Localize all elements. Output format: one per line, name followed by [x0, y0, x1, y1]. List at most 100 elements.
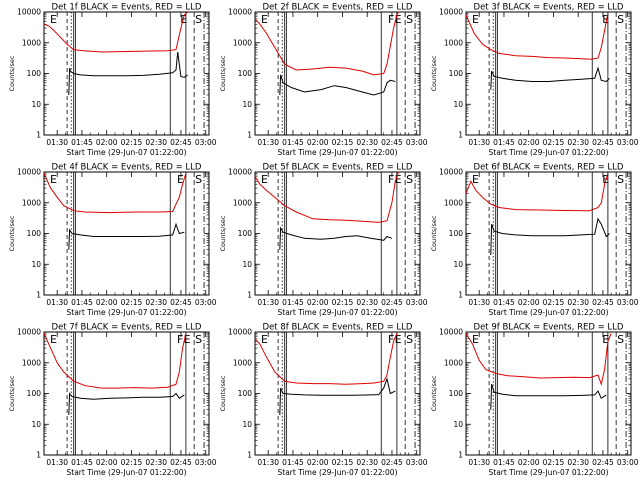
y-tick-label: 1 — [458, 291, 463, 300]
y-axis-label: Counts/sec — [8, 55, 16, 91]
y-tick-label: 1 — [36, 451, 41, 460]
series-events — [490, 217, 610, 256]
panel-title: Det 4f BLACK = Events, RED = LLD — [52, 163, 202, 173]
marker-label-3: S — [617, 333, 624, 346]
y-tick-label: 10000 — [17, 8, 41, 17]
series-events — [68, 51, 188, 96]
y-tick-label: 10000 — [17, 168, 41, 177]
marker-label-3: S — [195, 173, 202, 186]
plot-frame — [254, 11, 421, 136]
x-tick-label: 01:45 — [282, 298, 304, 307]
panel-title: Det 2f BLACK = Events, RED = LLD — [263, 3, 413, 13]
x-tick-label: 01:45 — [71, 298, 93, 307]
x-axis-label: Start Time (29-Jun-07 01:22:00) — [67, 468, 187, 477]
x-tick-label: 02:15 — [332, 458, 354, 467]
x-tick-label: 02:30 — [145, 298, 167, 307]
y-axis-label: Counts/sec — [219, 215, 227, 251]
y-tick-label: 1 — [36, 131, 41, 140]
panel-title: Det 5f BLACK = Events, RED = LLD — [263, 163, 413, 173]
x-tick-label: 02:00 — [307, 458, 329, 467]
x-tick-label: 01:30 — [257, 138, 279, 147]
marker-label-1: E — [261, 333, 268, 346]
y-tick-label: 1000 — [22, 358, 41, 367]
series-events — [490, 66, 610, 90]
x-tick-label: 02:15 — [332, 138, 354, 147]
x-tick-label: 02:30 — [145, 458, 167, 467]
panel-4: Det 4f BLACK = Events, RED = LLD Counts/s… — [8, 163, 217, 318]
marker-label-1: E — [261, 173, 268, 186]
marker-label-1: E — [50, 333, 57, 346]
y-tick-label: 1000 — [444, 38, 463, 47]
x-tick-label: 02:15 — [121, 298, 143, 307]
x-tick-label: 01:30 — [468, 138, 490, 147]
series-lld — [43, 333, 187, 389]
x-tick-label: 03:00 — [617, 138, 639, 147]
marker-label-2: F — [388, 13, 394, 26]
x-axis-label: Start Time (29-Jun-07 01:22:00) — [489, 468, 609, 477]
series-lld — [43, 173, 187, 214]
marker-label-1: E — [261, 13, 268, 26]
x-tick-label: 03:00 — [406, 458, 428, 467]
y-tick-label: 1 — [247, 131, 252, 140]
series-events — [279, 74, 396, 96]
marker-label-4: S — [195, 333, 202, 346]
panel-3: Det 3f BLACK = Events, RED = LLD Counts/s… — [430, 3, 639, 158]
y-tick-label: 1000 — [233, 38, 252, 47]
y-tick-label: 10 — [31, 420, 41, 429]
panel-title: Det 7f BLACK = Events, RED = LLD — [52, 323, 202, 333]
panel-8: Det 8f BLACK = Events, RED = LLD Counts/s… — [219, 323, 428, 478]
y-tick-label: 1000 — [444, 358, 463, 367]
marker-label-1: E — [472, 13, 479, 26]
x-tick-label: 01:30 — [468, 458, 490, 467]
series-events — [279, 376, 396, 416]
x-tick-label: 01:30 — [468, 298, 490, 307]
y-tick-label: 10000 — [17, 328, 41, 337]
x-tick-label: 02:45 — [170, 298, 192, 307]
x-tick-label: 02:30 — [356, 298, 378, 307]
y-axis-label: Counts/sec — [8, 215, 16, 251]
x-tick-label: 02:00 — [307, 298, 329, 307]
series-events — [279, 226, 393, 250]
y-tick-label: 1000 — [22, 198, 41, 207]
marker-label-1: E — [50, 173, 57, 186]
y-axis-label: Counts/sec — [219, 55, 227, 91]
y-tick-label: 1000 — [233, 198, 252, 207]
y-tick-label: 100 — [27, 389, 42, 398]
y-tick-label: 10000 — [228, 328, 252, 337]
x-tick-label: 01:45 — [282, 458, 304, 467]
x-tick-label: 01:30 — [257, 298, 279, 307]
y-axis-label: Counts/sec — [430, 375, 438, 411]
x-tick-label: 01:30 — [46, 458, 68, 467]
y-tick-label: 1 — [247, 451, 252, 460]
y-tick-label: 10 — [453, 100, 463, 109]
y-tick-label: 100 — [238, 389, 253, 398]
y-tick-label: 100 — [27, 229, 42, 238]
y-axis-label: Counts/sec — [219, 375, 227, 411]
x-tick-label: 01:45 — [493, 138, 515, 147]
x-tick-label: 01:45 — [71, 138, 93, 147]
x-tick-label: 02:45 — [592, 458, 614, 467]
y-tick-label: 1 — [36, 291, 41, 300]
series-events — [490, 384, 607, 410]
y-tick-label: 100 — [449, 389, 464, 398]
marker-label-2: E — [602, 13, 609, 26]
x-tick-label: 01:30 — [46, 138, 68, 147]
panel-title: Det 6f BLACK = Events, RED = LLD — [474, 163, 624, 173]
y-axis-label: Counts/sec — [430, 215, 438, 251]
y-tick-label: 1 — [458, 451, 463, 460]
y-tick-label: 100 — [27, 69, 42, 78]
marker-label-2: F — [177, 333, 183, 346]
x-tick-label: 02:45 — [592, 298, 614, 307]
x-tick-label: 02:00 — [96, 458, 118, 467]
x-tick-label: 03:00 — [195, 298, 217, 307]
plot-frame — [465, 11, 632, 136]
series-lld — [254, 333, 398, 385]
panel-title: Det 9f BLACK = Events, RED = LLD — [474, 323, 624, 333]
series-lld — [43, 11, 188, 53]
panel-5: Det 5f BLACK = Events, RED = LLD Counts/s… — [219, 163, 428, 318]
x-axis-label: Start Time (29-Jun-07 01:22:00) — [278, 468, 398, 477]
marker-label-3: E — [395, 13, 402, 26]
x-axis-label: Start Time (29-Jun-07 01:22:00) — [67, 308, 187, 317]
x-tick-label: 02:00 — [307, 138, 329, 147]
marker-label-1: E — [50, 13, 57, 26]
